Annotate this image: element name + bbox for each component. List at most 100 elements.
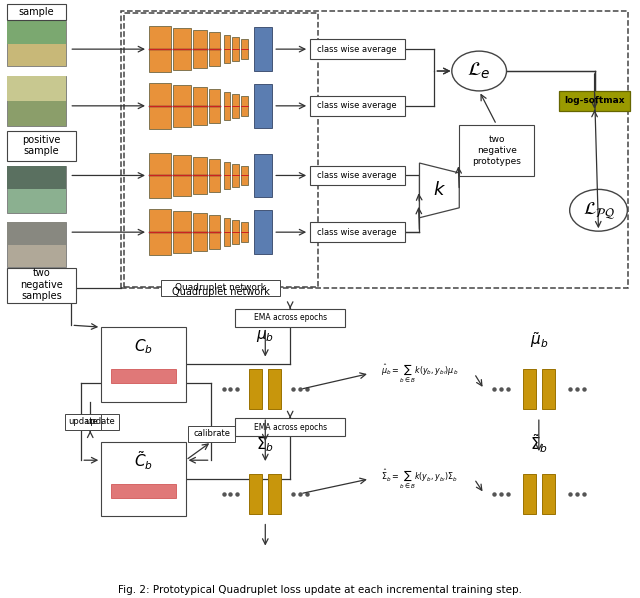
Bar bbox=[523, 370, 536, 409]
Bar bbox=[209, 32, 220, 66]
Text: $\mathcal{L}_e$: $\mathcal{L}_e$ bbox=[467, 61, 491, 81]
Bar bbox=[268, 370, 281, 409]
Bar bbox=[193, 30, 207, 68]
Text: Quadruplet network: Quadruplet network bbox=[172, 287, 269, 297]
Text: $k$: $k$ bbox=[433, 181, 446, 199]
Bar bbox=[81, 414, 119, 429]
Text: $\tilde{\Sigma}_b$: $\tilde{\Sigma}_b$ bbox=[530, 433, 548, 455]
Text: two
negative
samples: two negative samples bbox=[20, 269, 63, 301]
Polygon shape bbox=[419, 163, 460, 218]
Bar bbox=[209, 89, 220, 123]
Text: $\hat{\mu}_b = \sum_{b \in B} k(y_b, y_{b\prime})\mu_b$: $\hat{\mu}_b = \sum_{b \in B} k(y_b, y_{… bbox=[381, 362, 458, 385]
Bar bbox=[6, 268, 76, 303]
Bar bbox=[161, 280, 280, 296]
Bar bbox=[6, 222, 67, 267]
Text: $\mu_b$: $\mu_b$ bbox=[256, 328, 275, 344]
Text: $\hat{\Sigma}_b = \sum_{b \in B} k(y_b, y_{b\prime})\Sigma_b$: $\hat{\Sigma}_b = \sum_{b \in B} k(y_b, … bbox=[381, 467, 458, 491]
Text: class wise average: class wise average bbox=[317, 101, 397, 111]
Bar bbox=[310, 222, 404, 242]
Bar bbox=[236, 309, 345, 327]
Ellipse shape bbox=[452, 51, 506, 91]
Text: sample: sample bbox=[19, 7, 54, 17]
Text: update: update bbox=[85, 417, 115, 426]
Text: 🐕: 🐕 bbox=[31, 34, 42, 52]
Bar bbox=[559, 91, 630, 111]
Bar bbox=[232, 37, 239, 61]
Bar bbox=[6, 22, 67, 66]
Bar bbox=[65, 414, 101, 429]
Bar bbox=[173, 85, 191, 127]
Text: calibrate: calibrate bbox=[193, 429, 230, 438]
Bar bbox=[241, 39, 248, 59]
Bar bbox=[223, 161, 230, 190]
Bar bbox=[232, 220, 239, 244]
Bar bbox=[6, 76, 67, 101]
Text: log-softmax: log-softmax bbox=[564, 96, 625, 105]
Bar bbox=[149, 83, 171, 129]
Text: $\mathcal{L}_{\mathcal{PQ}}$: $\mathcal{L}_{\mathcal{PQ}}$ bbox=[582, 200, 614, 221]
Bar bbox=[542, 474, 555, 514]
Bar bbox=[6, 166, 67, 213]
Text: $\tilde{\mu}_b$: $\tilde{\mu}_b$ bbox=[530, 329, 548, 350]
Bar bbox=[460, 125, 534, 176]
Bar bbox=[310, 166, 404, 185]
Bar bbox=[223, 218, 230, 246]
Text: class wise average: class wise average bbox=[317, 45, 397, 54]
Bar bbox=[124, 13, 318, 287]
Bar bbox=[241, 96, 248, 116]
Bar bbox=[254, 84, 272, 128]
Bar bbox=[111, 484, 176, 498]
Bar bbox=[250, 370, 262, 409]
Bar bbox=[193, 87, 207, 125]
Bar bbox=[254, 28, 272, 71]
Text: two
negative
prototypes: two negative prototypes bbox=[472, 135, 521, 166]
Bar bbox=[173, 211, 191, 253]
Text: Quadruplet network: Quadruplet network bbox=[175, 283, 266, 292]
Text: update: update bbox=[68, 417, 98, 426]
Bar bbox=[254, 210, 272, 254]
Bar bbox=[149, 209, 171, 255]
Bar bbox=[232, 163, 239, 187]
Bar bbox=[111, 370, 176, 383]
Bar bbox=[223, 35, 230, 63]
Text: $\Sigma_b$: $\Sigma_b$ bbox=[256, 436, 275, 454]
Bar bbox=[236, 418, 345, 436]
Bar bbox=[523, 474, 536, 514]
Bar bbox=[209, 158, 220, 193]
Bar bbox=[149, 26, 171, 72]
Text: class wise average: class wise average bbox=[317, 228, 397, 237]
Bar bbox=[193, 157, 207, 194]
Bar bbox=[254, 154, 272, 197]
Text: $\tilde{C}_b$: $\tilde{C}_b$ bbox=[134, 450, 153, 472]
Text: Fig. 2: Prototypical Quadruplet loss update at each incremental training step.: Fig. 2: Prototypical Quadruplet loss upd… bbox=[118, 585, 522, 595]
Bar bbox=[193, 213, 207, 251]
Bar bbox=[173, 154, 191, 196]
Bar bbox=[223, 92, 230, 120]
Bar bbox=[149, 152, 171, 199]
Bar bbox=[6, 166, 67, 190]
Bar bbox=[101, 441, 186, 516]
Bar bbox=[6, 222, 67, 245]
Bar bbox=[209, 215, 220, 249]
Bar bbox=[268, 474, 281, 514]
Bar bbox=[6, 4, 67, 20]
Bar bbox=[188, 426, 236, 441]
Bar bbox=[6, 22, 67, 44]
Bar bbox=[241, 166, 248, 185]
Bar bbox=[121, 11, 628, 288]
Text: EMA across epochs: EMA across epochs bbox=[253, 313, 327, 322]
Bar bbox=[6, 76, 67, 126]
Bar bbox=[250, 474, 262, 514]
Text: positive
sample: positive sample bbox=[22, 135, 61, 157]
Bar bbox=[542, 370, 555, 409]
Ellipse shape bbox=[570, 190, 627, 231]
Bar bbox=[241, 222, 248, 242]
Bar bbox=[173, 28, 191, 70]
Text: $C_b$: $C_b$ bbox=[134, 337, 153, 356]
Bar bbox=[310, 96, 404, 116]
Bar bbox=[6, 131, 76, 160]
Text: class wise average: class wise average bbox=[317, 171, 397, 180]
Bar bbox=[310, 39, 404, 59]
Bar bbox=[232, 94, 239, 118]
Bar bbox=[101, 327, 186, 402]
